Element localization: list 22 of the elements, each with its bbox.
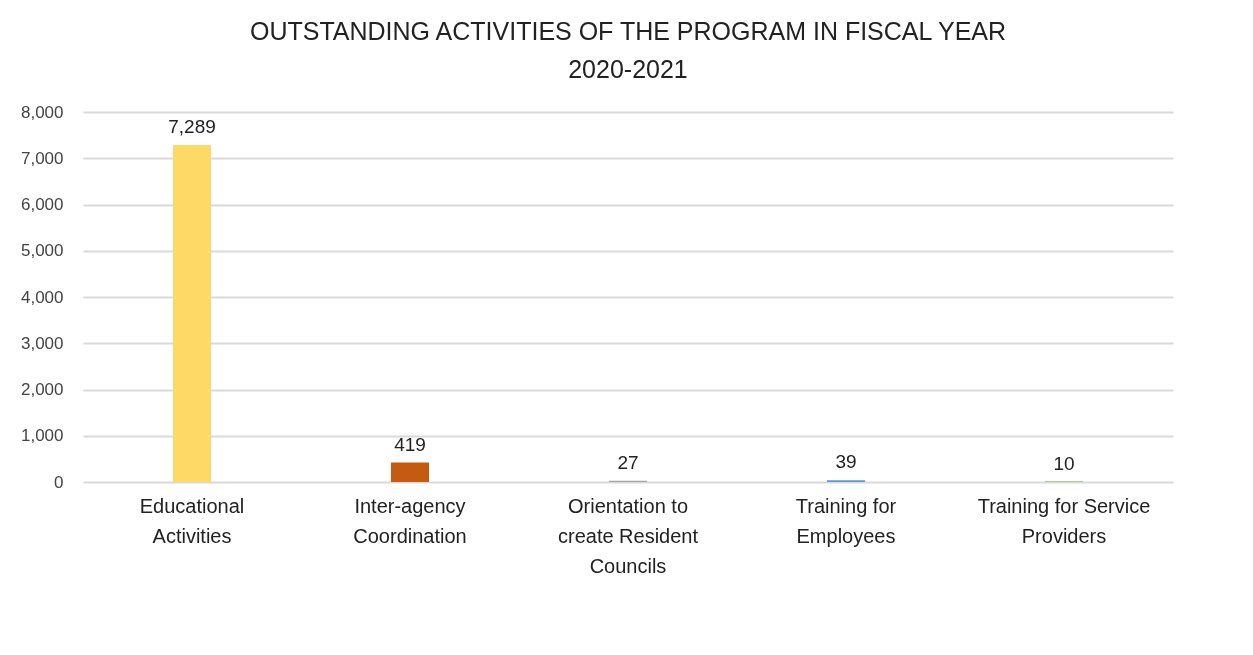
y-tick-label: 7,000 (20, 148, 64, 168)
x-tick-label: Educational Activities (139, 494, 245, 547)
y-tick-label: 3,000 (20, 333, 64, 353)
x-tick-label: Training for Service Providers (977, 494, 1151, 547)
y-tick-label: 8,000 (20, 102, 64, 122)
y-tick-label: 1,000 (20, 426, 64, 446)
y-tick-label: 5,000 (20, 241, 64, 261)
data-label: 39 (835, 451, 857, 473)
data-label: 10 (1053, 452, 1075, 474)
bar (173, 144, 211, 482)
data-label: 7,289 (168, 115, 216, 137)
chart-title: OUTSTANDING ACTIVITIES OF THE PROGRAM IN FISCAL YEAR 2020-2021 (249, 17, 1007, 83)
bar (391, 462, 429, 482)
y-tick-label: 6,000 (20, 195, 64, 214)
y-tick-label: 2,000 (20, 380, 64, 399)
x-tick-label: Orientation to create Resident Councils (557, 494, 699, 577)
y-tick-label: 4,000 (20, 287, 64, 307)
y-tick-label: 0 (54, 472, 64, 492)
x-tick-label: Inter-agency Coordination (353, 494, 467, 547)
x-tick-label: Training for Employees (795, 494, 897, 547)
data-label: 27 (617, 451, 639, 473)
data-label: 419 (394, 433, 426, 455)
